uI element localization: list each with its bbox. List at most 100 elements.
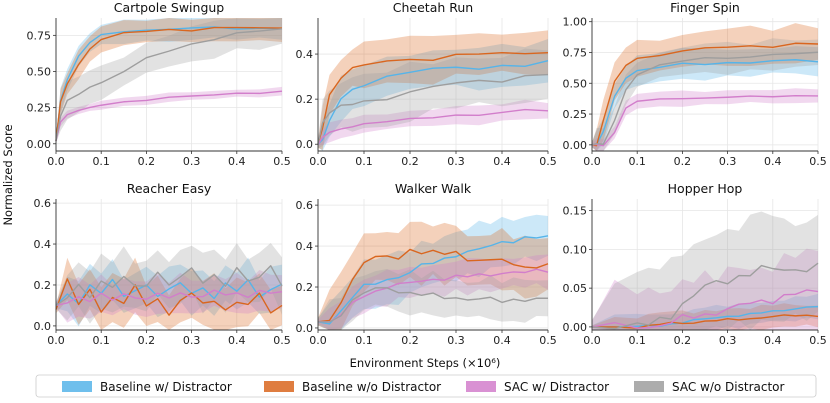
confidence-bands [56,18,282,144]
series-lines [55,26,283,142]
confidence-bands [592,23,818,152]
legend-label: SAC w/o Distractor [672,380,785,394]
y-tick-label: 0.05 [563,282,588,295]
y-tick-label: 0.25 [563,108,588,121]
subplot-5: Walker Walk 0.0 0.1 0.2 0.3 0.4 0.5 0.0 0.2 0.4 0.… [296,181,557,347]
series-lines [591,42,819,147]
series-lines [55,265,283,316]
subplot-1: Cartpole Swingup 0.0 0.1 0.2 0.3 0.4 0.5 0.00 0.… [27,0,291,168]
x-tick-label: 0.2 [401,334,419,347]
x-tick-label: 0.0 [47,155,65,168]
x-tick-label: 0.1 [355,155,373,168]
line-baseline-with-distractor [591,59,819,146]
x-tick-label: 0.0 [47,334,65,347]
confidence-bands [56,243,282,330]
line-baseline-with-distractor [317,235,549,325]
x-tick-label: 0.4 [228,155,246,168]
band-baseline-with-distractor [592,46,818,151]
y-tick-label: 0.4 [296,240,314,253]
band-baseline-with-distractor [592,293,818,330]
subplot-4: Reacher Easy 0.0 0.1 0.2 0.3 0.4 0.5 0.0 0.2 0.4 0… [34,181,291,347]
series-lines [317,51,549,145]
x-tick-label: 0.2 [674,334,692,347]
band-baseline-without-distractor [318,221,548,330]
legend-swatch [62,381,92,392]
line-sac-with-distractor [317,108,549,145]
line-sac-with-distractor [55,289,283,307]
subplot-title: Walker Walk [395,181,472,196]
line-sac-without-distractor [591,262,819,330]
x-axis-label: Environment Steps (×10⁶) [350,356,501,370]
y-tick-label: 0.75 [563,46,588,59]
y-tick-label: 0.00 [27,138,52,151]
x-tick-label: 0.4 [228,334,246,347]
x-tick-label: 0.4 [764,334,782,347]
y-tick-label: 0.15 [563,205,588,218]
y-tick-label: 0.6 [296,199,314,212]
line-baseline-with-distractor [55,26,283,141]
subplot-3: Finger Spin 0.0 0.1 0.2 0.3 0.4 0.5 0.00 0.25 0.5… [563,0,827,168]
x-tick-label: 0.2 [138,334,156,347]
line-sac-with-distractor [55,90,283,142]
legend: Baseline w/ Distractor Baseline w/o Distr… [35,374,817,398]
y-tick-label: 0.4 [34,238,52,251]
x-tick-label: 0.4 [764,155,782,168]
x-tick-label: 0.1 [628,334,646,347]
legend-entry-sac-with-distractor: SAC w/ Distractor [466,380,609,394]
band-sac-with-distractor [592,248,818,330]
subplot-6: Hopper Hop 0.0 0.1 0.2 0.3 0.4 0.5 0.00 0.05 0.10… [563,181,827,347]
band-sac-without-distractor [56,243,282,324]
x-tick-label: 0.2 [138,155,156,168]
band-baseline-without-distractor [592,303,818,330]
subplot-title: Reacher Easy [127,181,212,196]
legend-swatch [634,381,664,392]
band-sac-with-distractor [56,86,282,142]
band-baseline-with-distractor [56,257,282,327]
y-tick-label: 0.0 [296,322,314,335]
series-lines [591,262,819,330]
legend-label: SAC w/ Distractor [504,380,609,394]
subplot-title: Hopper Hop [668,181,743,196]
band-baseline-without-distractor [56,257,282,330]
x-tick-label: 0.3 [447,155,465,168]
line-sac-with-distractor [317,268,549,323]
confidence-bands [318,30,548,151]
x-tick-label: 0.5 [809,155,827,168]
line-baseline-without-distractor [591,42,819,147]
y-tick-label: 0.6 [34,197,52,210]
x-tick-label: 0.5 [539,155,557,168]
x-tick-label: 0.3 [719,155,737,168]
x-tick-label: 0.2 [674,155,692,168]
y-tick-label: 0.25 [27,102,52,115]
x-tick-label: 0.1 [355,334,373,347]
legend-entry-baseline-with-distractor: Baseline w/ Distractor [62,380,232,394]
y-tick-label: 0.0 [296,138,314,151]
line-baseline-without-distractor [55,26,283,141]
x-tick-label: 0.0 [309,155,327,168]
legend-entry-sac-without-distractor: SAC w/o Distractor [634,380,785,394]
y-tick-label: 1.00 [563,16,588,29]
series-lines [317,235,549,325]
x-tick-label: 0.1 [92,334,110,347]
line-baseline-without-distractor [55,278,283,316]
y-axis-label: Normalized Score [1,124,15,225]
legend-swatch [466,381,496,392]
legend-label: Baseline w/o Distractor [302,380,441,394]
line-sac-without-distractor [591,51,819,146]
y-tick-label: 0.00 [563,321,588,334]
x-tick-label: 0.3 [719,334,737,347]
x-tick-label: 0.3 [183,334,201,347]
subplot-2: Cheetah Run 0.0 0.1 0.2 0.3 0.4 0.5 0.0 0.2 0.4 [296,0,557,168]
band-sac-without-distractor [56,18,282,144]
x-tick-label: 0.5 [809,334,827,347]
legend-label: Baseline w/ Distractor [100,380,232,394]
y-tick-label: 0.50 [27,65,52,78]
x-tick-label: 0.3 [447,334,465,347]
band-baseline-with-distractor [318,214,548,330]
line-sac-without-distractor [55,265,283,307]
x-tick-label: 0.3 [183,155,201,168]
y-tick-label: 0.2 [296,93,314,106]
band-sac-with-distractor [592,88,818,151]
x-tick-label: 0.0 [309,334,327,347]
